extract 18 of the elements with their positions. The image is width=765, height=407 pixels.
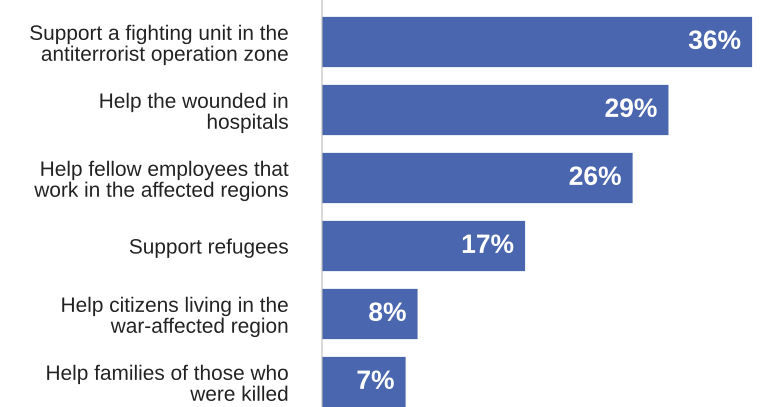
y-tick-label: Support a fighting unit in the antiterrorist operation zone [30,24,288,66]
bar [322,288,418,340]
data-label: 36% [688,30,740,50]
bar [322,84,668,136]
bar [322,152,633,204]
y-tick-label: Help families of those who were killed [47,364,288,401]
data-label: 7% [358,370,394,390]
bar [322,220,526,272]
bar [322,16,752,68]
data-label: 17% [462,234,514,254]
y-tick-label: Help citizens living in the war-affected region [62,296,288,338]
data-label: 26% [570,166,621,186]
bar [322,356,406,407]
data-label: 29% [605,98,657,118]
y-tick-label: Help fellow employees that work in the affected regions [34,160,289,202]
data-label: 8% [369,302,406,322]
y-tick-label: Support refugees [130,238,288,258]
y-tick-label: Help the wounded in hospitals [100,92,288,134]
